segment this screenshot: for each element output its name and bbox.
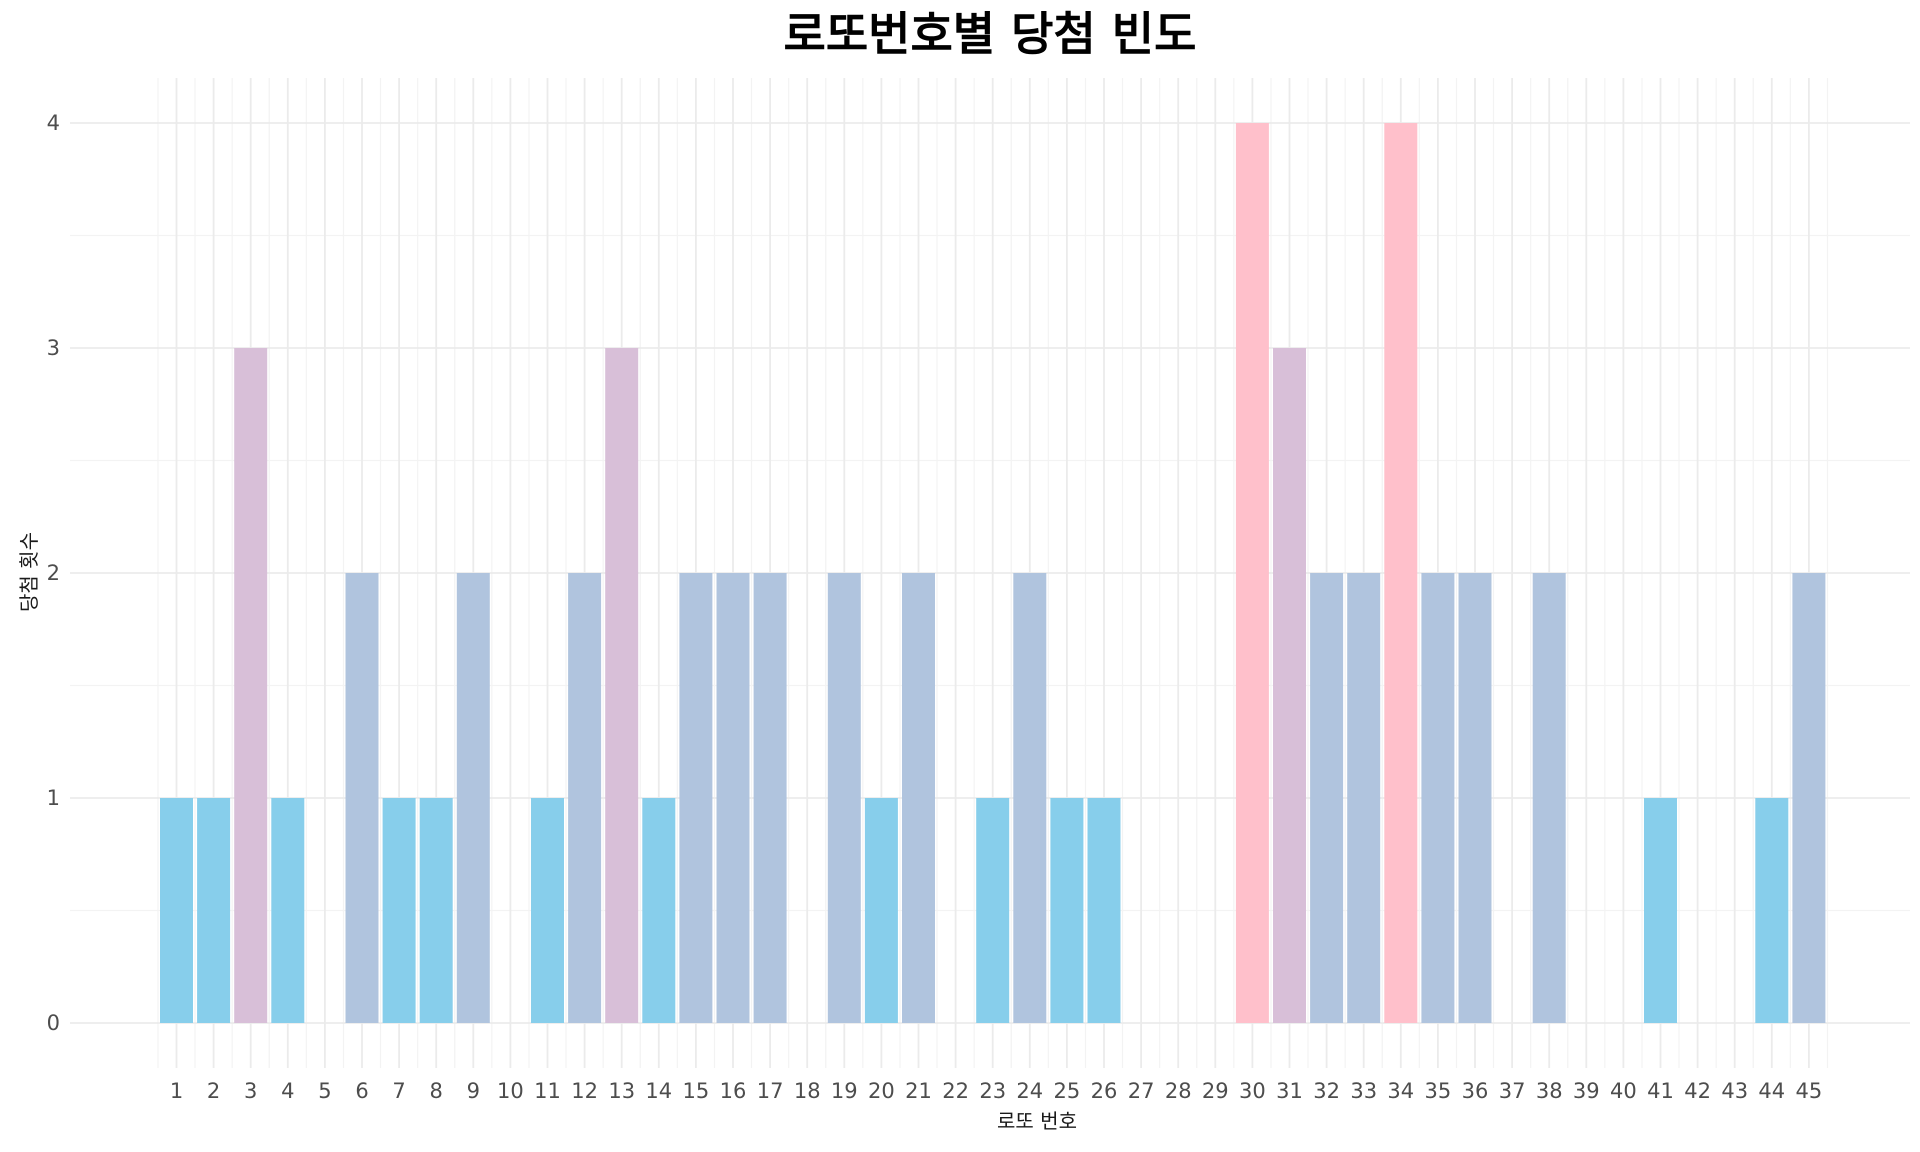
bar-33 [1347,573,1381,1023]
x-tick-label: 27 [1128,1079,1155,1103]
bar-1 [160,798,193,1023]
x-tick-label: 11 [534,1079,561,1103]
x-tick-label: 15 [683,1079,710,1103]
bar-4 [271,798,305,1023]
bar-21 [902,573,935,1023]
x-tick-label: 3 [244,1079,257,1103]
x-tick-label: 2 [207,1079,220,1103]
x-tick-label: 8 [430,1079,443,1103]
x-tick-label: 26 [1091,1079,1118,1103]
bar-3 [234,348,268,1023]
x-tick-label: 23 [979,1079,1006,1103]
bar-8 [419,798,453,1023]
bar-7 [382,798,416,1023]
x-tick-label: 24 [1016,1079,1043,1103]
bar-35 [1421,573,1455,1023]
x-tick-label: 45 [1796,1079,1823,1103]
bar-23 [976,798,1010,1023]
bar-19 [827,573,861,1023]
x-tick-label: 44 [1758,1079,1785,1103]
x-tick-label: 36 [1462,1079,1489,1103]
x-tick-label: 22 [942,1079,969,1103]
bar-20 [864,798,898,1023]
x-tick-label: 19 [831,1079,858,1103]
x-tick-label: 10 [497,1079,524,1103]
x-tick-label: 30 [1239,1079,1266,1103]
bar-36 [1458,573,1492,1023]
x-tick-label: 17 [757,1079,784,1103]
bar-26 [1087,798,1121,1023]
bars [160,123,1826,1023]
bar-45 [1792,573,1826,1023]
x-tick-label: 20 [868,1079,895,1103]
bar-6 [345,573,379,1023]
x-tick-label: 7 [392,1079,405,1103]
x-tick-label: 43 [1721,1079,1748,1103]
chart-title: 로또번호별 당첨 빈도 [784,7,1197,61]
bar-31 [1273,348,1306,1023]
bar-16 [716,573,750,1023]
y-tick-label: 1 [47,786,60,810]
x-tick-label: 39 [1573,1079,1600,1103]
y-tick-label: 0 [47,1011,60,1035]
x-tick-label: 31 [1276,1079,1303,1103]
x-tick-label: 18 [794,1079,821,1103]
x-tick-label: 6 [355,1079,368,1103]
x-tick-label: 5 [318,1079,331,1103]
x-tick-label: 12 [571,1079,598,1103]
x-tick-label: 25 [1054,1079,1081,1103]
x-tick-label: 42 [1684,1079,1711,1103]
x-tick-label: 4 [281,1079,294,1103]
bar-15 [679,573,713,1023]
x-tick-label: 16 [720,1079,747,1103]
bar-17 [753,573,787,1023]
x-tick-label: 13 [608,1079,635,1103]
x-tick-label: 32 [1313,1079,1340,1103]
bar-44 [1755,798,1789,1023]
bar-12 [568,573,602,1023]
bar-41 [1644,798,1677,1023]
bar-14 [642,798,676,1023]
x-tick-label: 29 [1202,1079,1229,1103]
bar-34 [1384,123,1418,1023]
x-tick-label: 40 [1610,1079,1637,1103]
x-tick-label: 41 [1647,1079,1674,1103]
x-tick-label: 21 [905,1079,932,1103]
x-tick-label: 1 [170,1079,183,1103]
x-axis-label: 로또 번호 [997,1109,1077,1133]
bar-25 [1050,798,1084,1023]
y-tick-label: 3 [47,336,60,360]
bar-11 [531,798,564,1023]
x-tick-label: 33 [1350,1079,1377,1103]
bar-13 [605,348,639,1023]
bar-2 [197,798,231,1023]
x-tick-label: 34 [1387,1079,1414,1103]
y-tick-label: 4 [47,111,60,135]
x-tick-label: 35 [1425,1079,1452,1103]
x-tick-label: 28 [1165,1079,1192,1103]
bar-38 [1532,573,1566,1023]
x-tick-label: 38 [1536,1079,1563,1103]
bar-9 [456,573,490,1023]
bar-32 [1310,573,1344,1023]
x-tick-label: 14 [645,1079,672,1103]
bar-30 [1235,123,1269,1023]
x-tick-label: 37 [1499,1079,1526,1103]
bar-24 [1013,573,1047,1023]
x-tick-label: 9 [467,1079,480,1103]
y-tick-label: 2 [47,561,60,585]
y-axis-label: 당첨 횟수 [17,532,41,612]
